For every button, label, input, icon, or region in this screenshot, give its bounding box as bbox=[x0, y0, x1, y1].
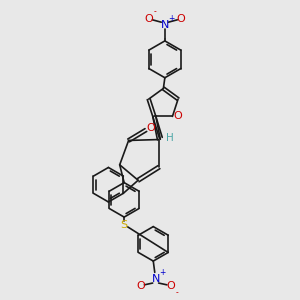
Text: O: O bbox=[147, 123, 156, 133]
Text: H: H bbox=[167, 133, 174, 143]
Text: O: O bbox=[177, 14, 186, 24]
Text: -: - bbox=[176, 288, 178, 297]
Text: N: N bbox=[152, 274, 160, 284]
Text: O: O bbox=[144, 14, 153, 24]
Text: O: O bbox=[136, 281, 145, 291]
Text: +: + bbox=[159, 268, 165, 278]
Text: -: - bbox=[154, 7, 157, 16]
Text: +: + bbox=[168, 14, 175, 23]
Text: N: N bbox=[161, 20, 169, 30]
Text: O: O bbox=[173, 111, 182, 122]
Text: O: O bbox=[166, 281, 175, 291]
Text: S: S bbox=[121, 220, 128, 230]
